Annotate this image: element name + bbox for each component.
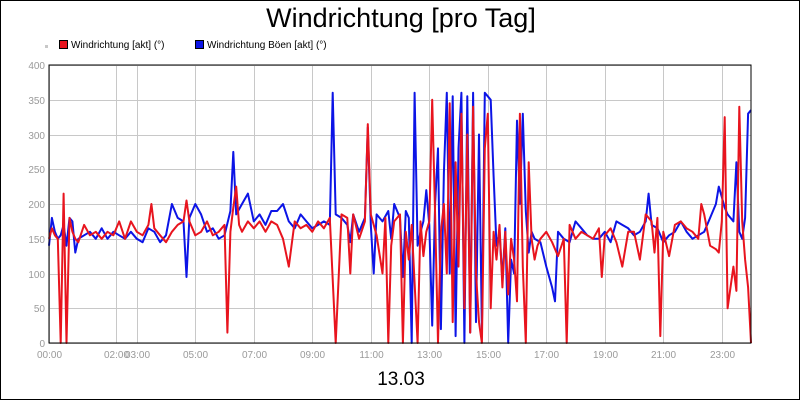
- y-axis-ticks: 0 50 100 150 200 250 300 350 400: [28, 61, 45, 350]
- x-tick-label: 07:00: [242, 350, 267, 361]
- y-tick-label: 400: [28, 61, 45, 72]
- y-tick-label: 50: [34, 304, 46, 315]
- x-tick-label: 15:00: [476, 350, 501, 361]
- legend-bullet-icon: [45, 45, 48, 48]
- y-tick-label: 150: [28, 235, 45, 246]
- x-tick-label: 11:00: [359, 350, 384, 361]
- x-tick-label: 00:00: [37, 350, 62, 361]
- x-tick-label: 21:00: [651, 350, 676, 361]
- chart-title: Windrichtung [pro Tag]: [266, 3, 536, 33]
- legend-label-windrichtung: Windrichtung [akt] (°): [71, 40, 165, 51]
- x-tick-label: 02:00: [104, 350, 129, 361]
- y-tick-label: 200: [28, 200, 45, 211]
- grid-lines: [49, 65, 751, 344]
- x-tick-label: 09:00: [300, 350, 325, 361]
- x-tick-label: 05:00: [183, 350, 208, 361]
- y-tick-label: 0: [39, 339, 45, 350]
- legend-item-windrichtung-boeen: Windrichtung Böen [akt] (°): [195, 40, 327, 51]
- x-tick-label: 13:00: [417, 350, 442, 361]
- x-tick-label: 17:00: [534, 350, 559, 361]
- y-tick-label: 300: [28, 131, 45, 142]
- y-tick-label: 350: [28, 96, 45, 107]
- legend-label-windrichtung-boeen: Windrichtung Böen [akt] (°): [207, 40, 327, 51]
- plot-border: [48, 64, 752, 344]
- legend-swatch-red: [59, 40, 68, 49]
- legend-swatch-blue: [195, 40, 204, 49]
- x-tick-label: 03:00: [125, 350, 150, 361]
- series-line-windrichtung: [48, 98, 752, 344]
- series-lines: [48, 91, 752, 344]
- date-label: 13.03: [377, 369, 425, 390]
- series-line-windrichtung-boeen: [48, 91, 752, 344]
- x-tick-label: 23:00: [710, 350, 735, 361]
- y-tick-label: 250: [28, 165, 45, 176]
- legend-item-windrichtung: Windrichtung [akt] (°): [59, 40, 164, 51]
- x-tick-label: 19:00: [593, 350, 618, 361]
- y-tick-label: 100: [28, 270, 45, 281]
